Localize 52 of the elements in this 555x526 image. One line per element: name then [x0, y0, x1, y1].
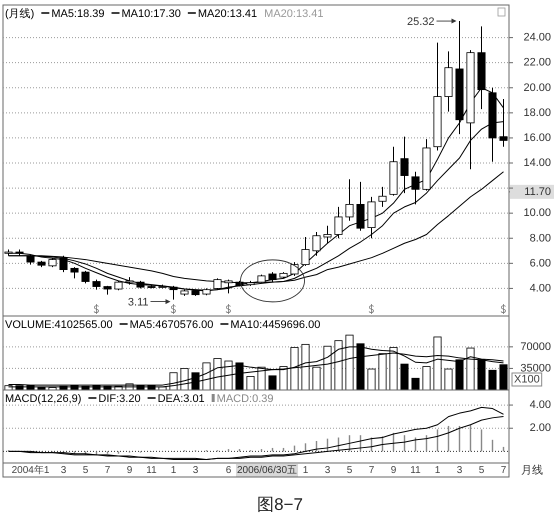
y-tick-label: 4.00	[530, 399, 551, 412]
legend-label: MA10:4459696.00	[230, 319, 320, 331]
x-tick-label: 7	[368, 465, 375, 476]
y-tick-label: 22.00	[523, 56, 551, 69]
y-tick-label: 16.00	[523, 132, 551, 144]
x-tick-label: 7	[104, 465, 111, 476]
legend-label: MA5:4670576.00	[130, 319, 214, 331]
annotation: 25.32	[406, 16, 434, 28]
y-tick-label: 2.00	[530, 422, 551, 434]
legend-label: MACD:0.39	[216, 393, 274, 405]
x-tick-label: 1	[302, 465, 309, 476]
x-tick-label: 1	[170, 465, 177, 476]
x-tick-label: 5	[82, 465, 89, 476]
x-tick-label: 9	[390, 465, 397, 476]
y-tick-label: 18.00	[523, 106, 551, 119]
x-tick-label: 3	[456, 465, 463, 476]
y-tick-label: 8.00	[530, 232, 551, 244]
legend-label: DEA:3.01	[158, 393, 205, 405]
y-tick-label: 70000	[520, 340, 551, 353]
x-tick-label: 1	[434, 465, 441, 476]
legend-label: MA20:13.41	[198, 8, 258, 20]
legend-label: MA5:18.39	[51, 8, 105, 20]
chart-title: (月线)	[5, 7, 34, 20]
y-tick-label: 4.00	[530, 282, 551, 294]
x-tick-label: 2004年1	[12, 464, 50, 476]
caption: 图8−7	[257, 495, 303, 514]
x-tick-label: 3	[192, 465, 199, 476]
annotation: 3.11	[128, 296, 148, 309]
text: X100	[514, 374, 540, 386]
y-tick-label: 14.00	[523, 157, 551, 170]
y-tick-label: 11.70	[524, 186, 551, 198]
x-tick-label: 11	[410, 465, 422, 476]
x-tick-label: 3	[60, 465, 67, 476]
y-tick-label: 6.00	[530, 257, 551, 270]
x-tick-label: 7	[500, 465, 507, 476]
legend-label: MA10:17.30	[122, 8, 181, 20]
x-tick-label: 5	[478, 465, 485, 476]
y-tick-label: 24.00	[523, 32, 551, 44]
x-tick-label: 5	[346, 465, 353, 476]
y-tick-label: 10.00	[523, 207, 551, 220]
annotation: MA20:13.41	[264, 8, 324, 20]
y-tick-label: 35000	[520, 362, 551, 374]
legend-label: DIF:3.20	[98, 393, 141, 405]
text: 月线	[521, 464, 543, 476]
y-tick-label: 20.00	[523, 82, 551, 94]
chart-title: MACD(12,26,9)	[5, 393, 82, 405]
x-tick-label: 6	[226, 465, 232, 476]
x-tick-label: 11	[146, 465, 158, 476]
x-tick-label: 3	[324, 465, 331, 476]
chart-title: VOLUME:4102565.00	[5, 319, 113, 331]
text: 2006/06/30五	[236, 465, 298, 476]
x-tick-label: 9	[126, 465, 133, 476]
